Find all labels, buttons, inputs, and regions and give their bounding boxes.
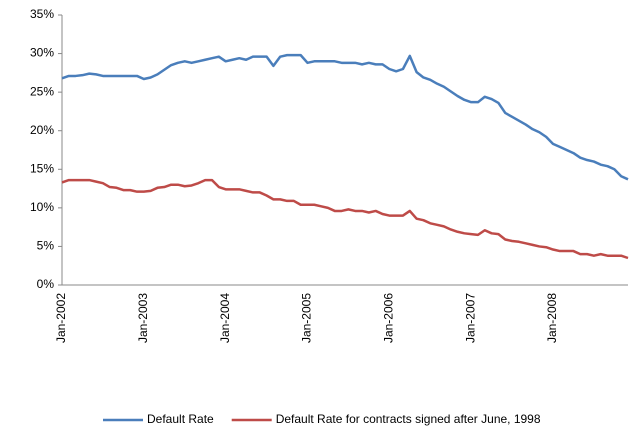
legend: Default Rate Default Rate for contracts s… — [103, 412, 541, 426]
x-tick-label: Jan-2008 — [545, 293, 559, 343]
x-tick-label: Jan-2003 — [136, 293, 150, 343]
y-tick-label: 15% — [30, 161, 54, 175]
y-tick-label: 5% — [37, 239, 55, 253]
x-tick-label: Jan-2005 — [300, 293, 314, 343]
x-tick-label: Jan-2007 — [463, 293, 477, 343]
x-tick-label: Jan-2002 — [54, 293, 68, 343]
y-tick-label: 35% — [30, 7, 54, 21]
y-tick-label: 0% — [37, 277, 55, 291]
x-tick-label: Jan-2004 — [218, 293, 232, 343]
legend-label: Default Rate — [147, 412, 214, 426]
y-tick-label: 10% — [30, 200, 54, 214]
y-tick-label: 30% — [30, 46, 54, 60]
series-line — [61, 53, 629, 181]
series-line — [61, 178, 629, 260]
y-tick-label: 20% — [30, 123, 54, 137]
legend-label: Default Rate for contracts signed after … — [276, 412, 541, 426]
y-tick-label: 25% — [30, 84, 54, 98]
x-tick-label: Jan-2006 — [381, 293, 395, 343]
